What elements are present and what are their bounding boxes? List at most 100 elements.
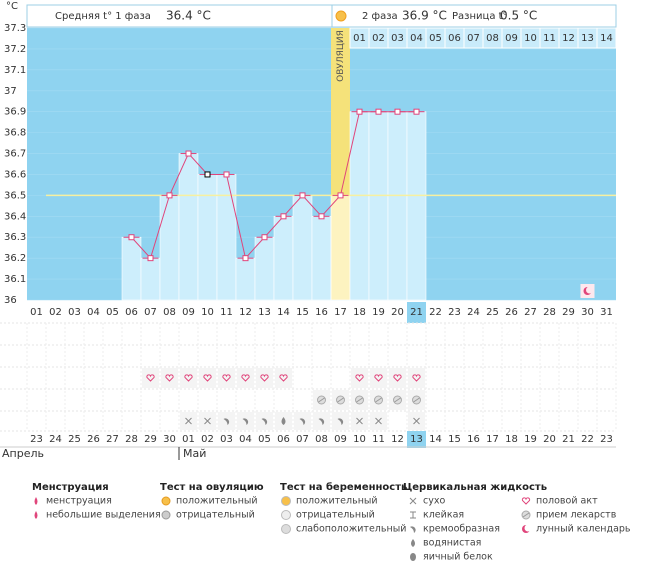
phase2-day: 01: [353, 33, 366, 44]
cream-icon: [337, 418, 344, 425]
legend-icon-cut: [524, 524, 532, 532]
cell-bg: [142, 368, 159, 388]
calendar-date: 02: [201, 434, 214, 445]
phase2-day: 12: [562, 33, 575, 44]
x-tick-label: 15: [296, 307, 309, 318]
y-tick-label: 36: [4, 295, 17, 306]
x-tick-label: 16: [315, 307, 328, 318]
temp-bar: [311, 216, 332, 301]
y-tick-label: 36.3: [4, 232, 26, 243]
temp-bar: [121, 236, 142, 301]
calendar-date: 05: [258, 434, 271, 445]
legend-item: яичный белок: [423, 552, 493, 563]
legend-item: отрицательный: [176, 510, 255, 521]
temp-bar: [178, 153, 199, 301]
phase2-day: 03: [391, 33, 404, 44]
temp-bar: [273, 216, 294, 301]
cell-bg: [408, 368, 425, 388]
legend-title: Тест на беременность: [280, 481, 407, 493]
dry-icon: [375, 417, 382, 425]
temp-marker: [337, 192, 344, 199]
phase2-day: 02: [372, 33, 385, 44]
heart-icon: [184, 374, 193, 382]
y-tick-label: 37.1: [4, 65, 26, 76]
calendar-date: 24: [49, 434, 62, 445]
calendar-date: 22: [581, 434, 594, 445]
legend-item: половой акт: [536, 496, 598, 507]
legend-icon: [281, 510, 291, 520]
cream-icon: [318, 418, 325, 425]
calendar-date: 23: [30, 434, 43, 445]
y-tick-label: 36.2: [4, 253, 26, 264]
dry-icon: [356, 417, 363, 425]
temp-line: [131, 111, 417, 260]
legend-icon: [161, 510, 171, 520]
x-tick-label: 11: [220, 307, 233, 318]
cell-bg: [275, 368, 292, 388]
calendar-date: 06: [277, 434, 290, 445]
pill-line: [394, 397, 401, 403]
x-tick-label: 08: [163, 307, 176, 318]
x-tick-label: 06: [125, 307, 138, 318]
legend-item: слабоположительный: [296, 524, 406, 535]
temp-marker: [356, 108, 363, 115]
phase1-label: Средняя t° 1 фаза: [55, 11, 151, 22]
x-tick-label: 05: [106, 307, 119, 318]
x-tick-label: 03: [68, 307, 81, 318]
x-tick-label: 14: [277, 307, 290, 318]
dry-icon: [409, 497, 417, 505]
calendar-date: 10: [353, 434, 366, 445]
diff-value: 0.5 °C: [500, 9, 537, 23]
cream-icon: [242, 418, 249, 425]
y-tick-label: 36.5: [4, 190, 26, 201]
sticky-icon: [410, 511, 416, 519]
egg-icon: [410, 553, 416, 561]
calendar-date: 18: [505, 434, 518, 445]
temp-bar: [216, 174, 237, 301]
y-tick-label: 36.1: [4, 274, 26, 285]
legend-item: лунный календарь: [536, 524, 631, 535]
pill-line: [356, 397, 363, 403]
heart-icon: [222, 374, 231, 382]
phase2-day: 13: [581, 33, 594, 44]
moon-icon-cut: [586, 286, 593, 294]
legend-item: положительный: [176, 496, 258, 507]
calendar-date: 30: [163, 434, 176, 445]
temp-marker: [128, 234, 135, 241]
y-tick-label: 36.4: [4, 211, 26, 222]
y-unit: °C: [6, 1, 18, 12]
calendar-date: 07: [296, 434, 309, 445]
calendar-date: 01: [182, 434, 195, 445]
temp-marker: [204, 171, 211, 178]
phase2-day: 06: [448, 33, 461, 44]
temp-bar: [292, 195, 313, 301]
heart-icon: [203, 374, 212, 382]
calendar-date: 14: [429, 434, 442, 445]
temp-marker: [166, 192, 173, 199]
temp-bar: [140, 257, 161, 301]
legend-item: положительный: [296, 496, 378, 507]
y-tick-label: 37: [4, 86, 17, 97]
phase2-value: 36.9 °C: [402, 9, 447, 23]
calendar-date: 09: [334, 434, 347, 445]
day-highlight: [407, 302, 426, 323]
calendar-date: 26: [87, 434, 100, 445]
heart-icon: [521, 497, 531, 505]
heart-icon: [393, 374, 402, 382]
phase2-day: 05: [429, 33, 442, 44]
heart-icon: [260, 374, 269, 382]
temp-marker: [280, 213, 287, 220]
heart-icon: [146, 374, 155, 382]
calendar-date: 27: [106, 434, 119, 445]
phase2-day: 14: [600, 33, 613, 44]
phase1-value: 36.4 °C: [166, 9, 211, 23]
x-tick-label: 01: [30, 307, 43, 318]
phase2-day: 08: [486, 33, 499, 44]
temp-bar: [197, 174, 218, 301]
legend-icon: [34, 511, 38, 519]
calendar-date: 15: [448, 434, 461, 445]
legend-item: небольшие выделения: [46, 510, 161, 521]
calendar-date: 13: [410, 434, 423, 445]
legend-icon: [34, 497, 38, 505]
legend-title: Менструация: [32, 482, 109, 493]
